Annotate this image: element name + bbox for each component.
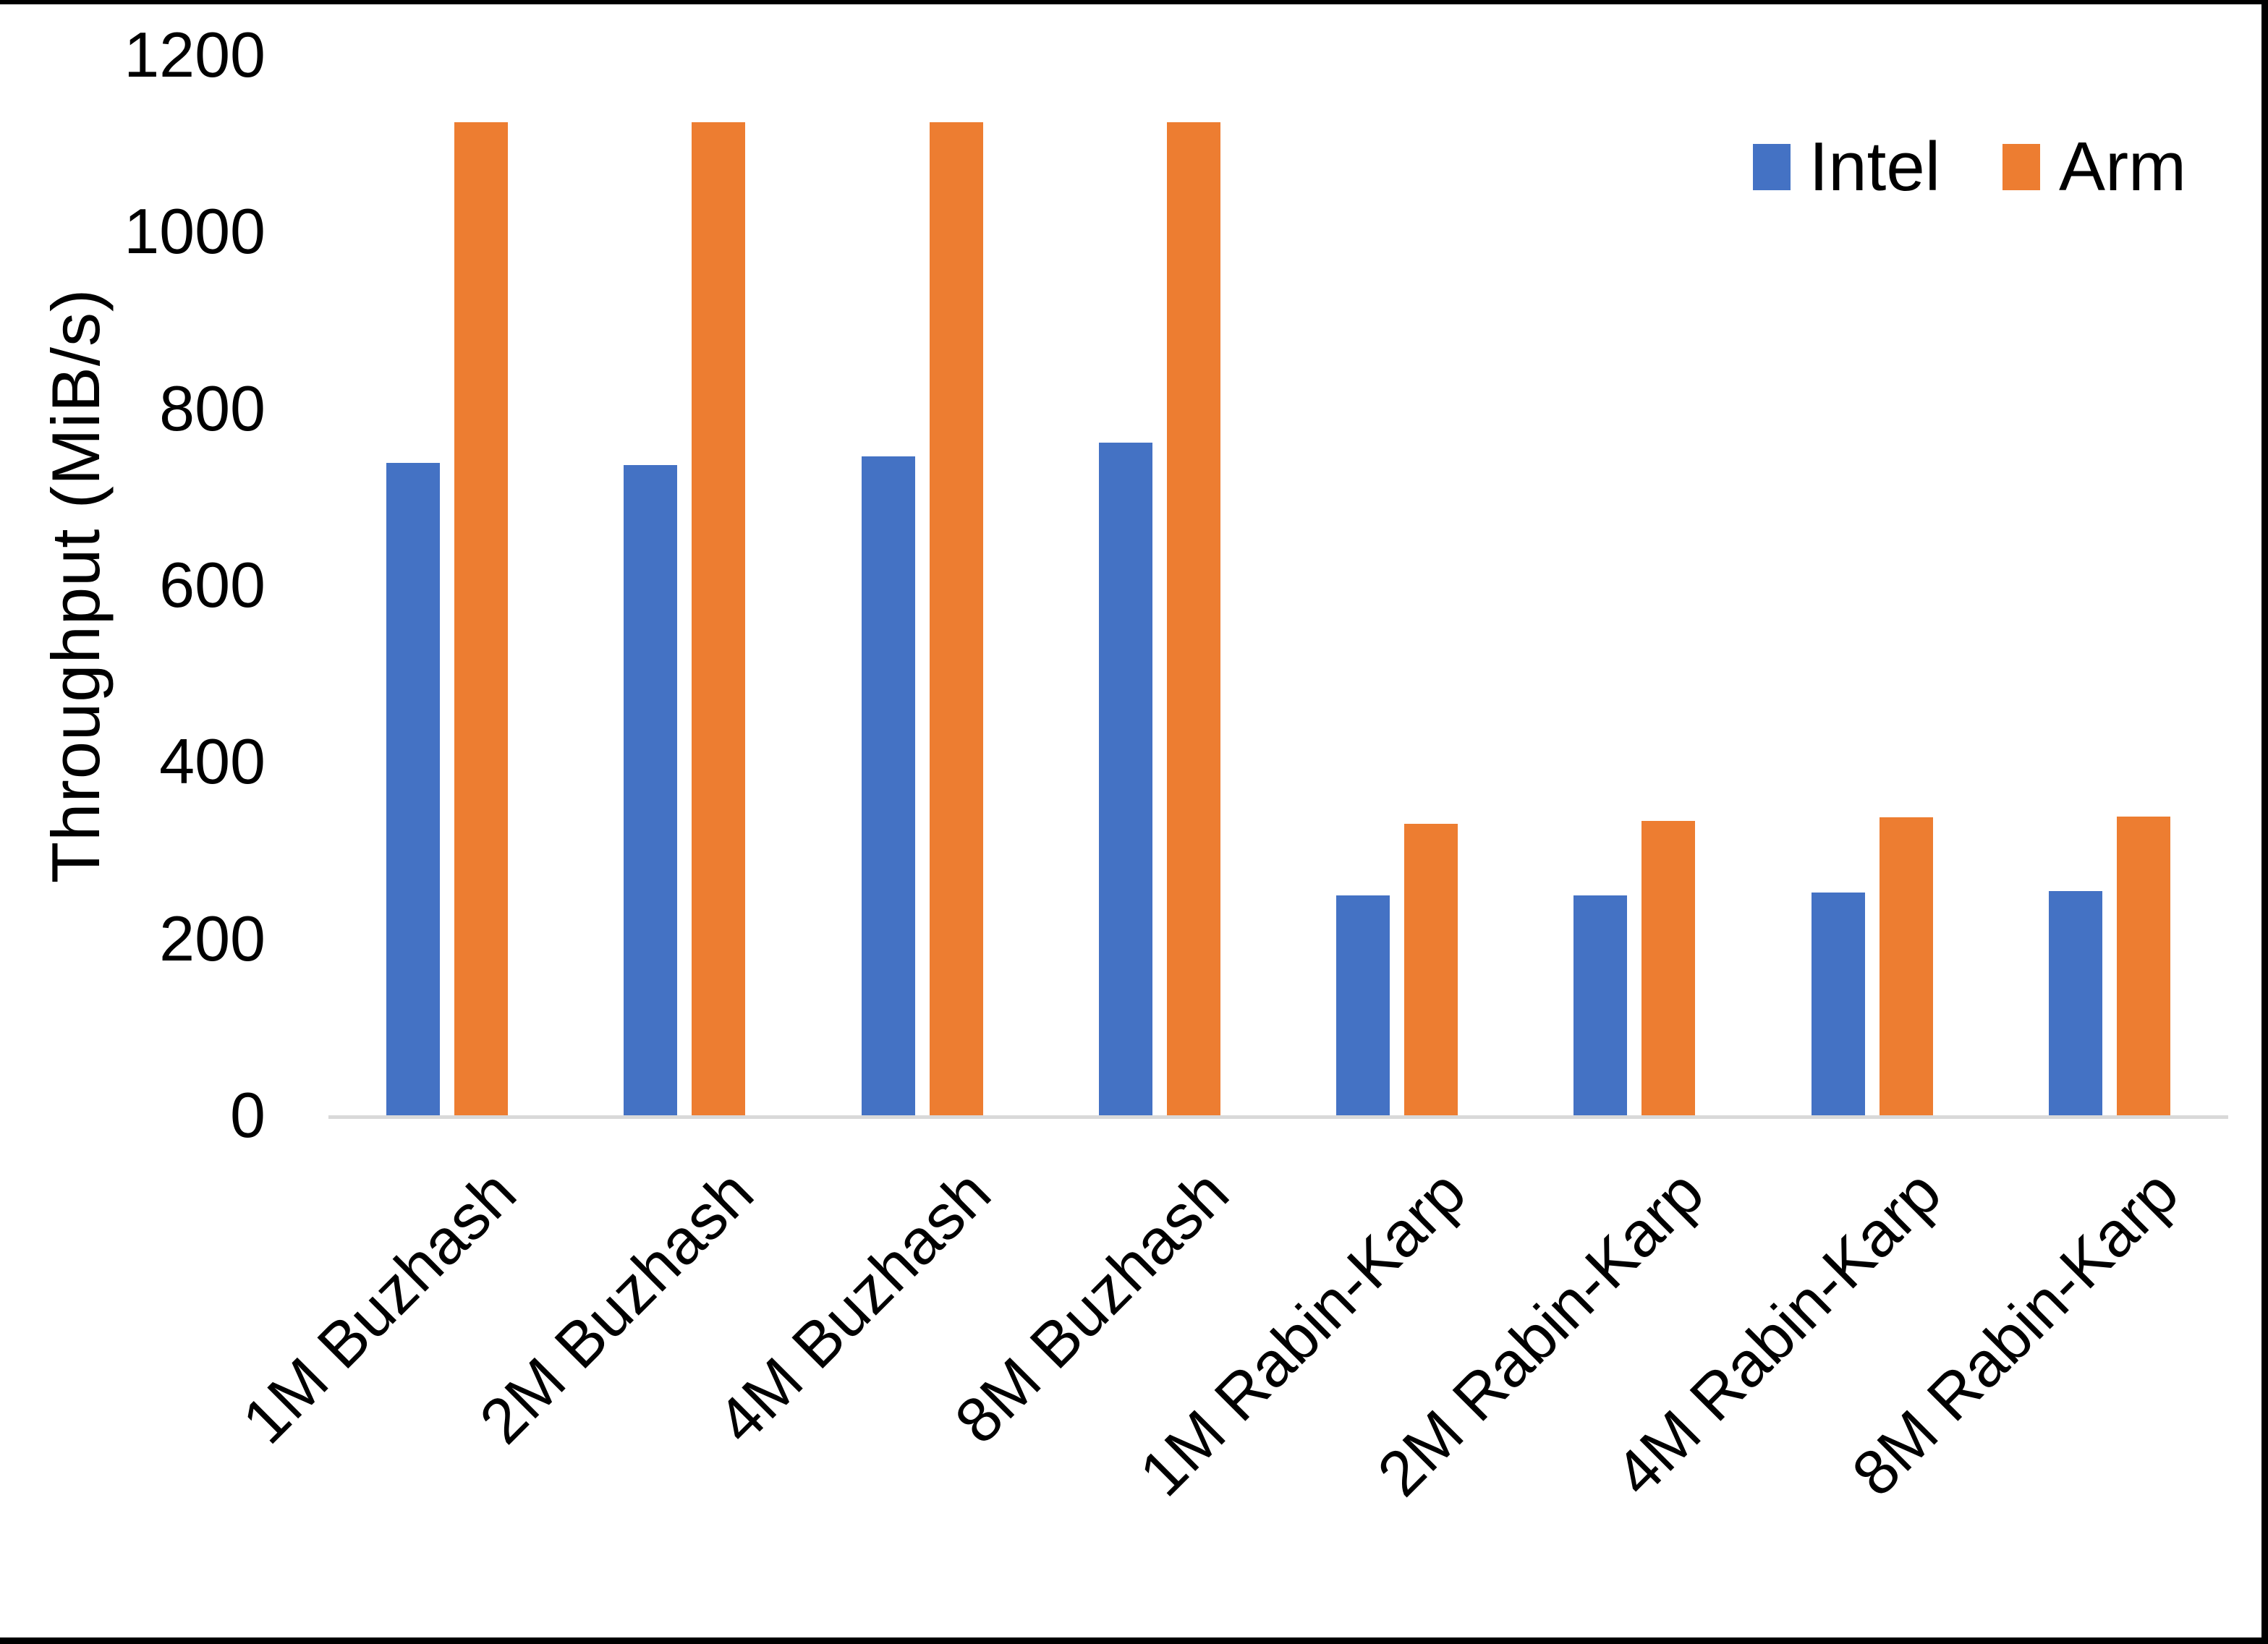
legend-swatch-intel [1752, 144, 1791, 190]
bar-arm-8m-buzhash [1166, 122, 1220, 1115]
legend: Intel Arm [1752, 128, 2186, 205]
bar-arm-1m-rabin-karp [1404, 823, 1458, 1115]
y-tick-label-0: 0 [230, 1079, 266, 1151]
bar-intel-1m-rabin-karp [1336, 895, 1390, 1115]
y-tick-label-1000: 1000 [124, 195, 266, 268]
y-tick-label-800: 800 [159, 372, 266, 444]
bar-intel-8m-rabin-karp [2048, 890, 2102, 1115]
bottom-border [0, 1637, 2268, 1644]
y-tick-label-200: 200 [159, 902, 266, 974]
bar-arm-2m-rabin-karp [1641, 821, 1696, 1115]
y-tick-label-400: 400 [159, 725, 266, 798]
bar-arm-8m-rabin-karp [2116, 817, 2170, 1115]
y-tick-label-600: 600 [159, 549, 266, 621]
bar-arm-4m-rabin-karp [1879, 817, 1933, 1115]
legend-swatch-arm [2002, 144, 2041, 190]
legend-label-arm: Arm [2059, 128, 2186, 205]
x-axis-line [328, 1115, 2228, 1119]
bar-intel-2m-rabin-karp [1573, 895, 1628, 1115]
y-tick-label-1200: 1200 [124, 19, 266, 90]
legend-item-intel: Intel [1752, 128, 1941, 205]
bar-intel-2m-buzhash [624, 464, 678, 1115]
legend-label-intel: Intel [1809, 128, 1941, 205]
bar-intel-1m-buzhash [386, 463, 441, 1115]
right-border [2261, 0, 2268, 1644]
bar-arm-2m-buzhash [692, 122, 746, 1115]
bar-arm-4m-buzhash [929, 122, 983, 1115]
bar-intel-4m-rabin-karp [1811, 893, 1865, 1115]
bar-intel-4m-buzhash [861, 456, 915, 1115]
top-border [0, 0, 2268, 4]
bar-intel-8m-buzhash [1098, 443, 1152, 1115]
bar-arm-1m-buzhash [454, 122, 509, 1115]
legend-item-arm: Arm [2002, 132, 2186, 202]
